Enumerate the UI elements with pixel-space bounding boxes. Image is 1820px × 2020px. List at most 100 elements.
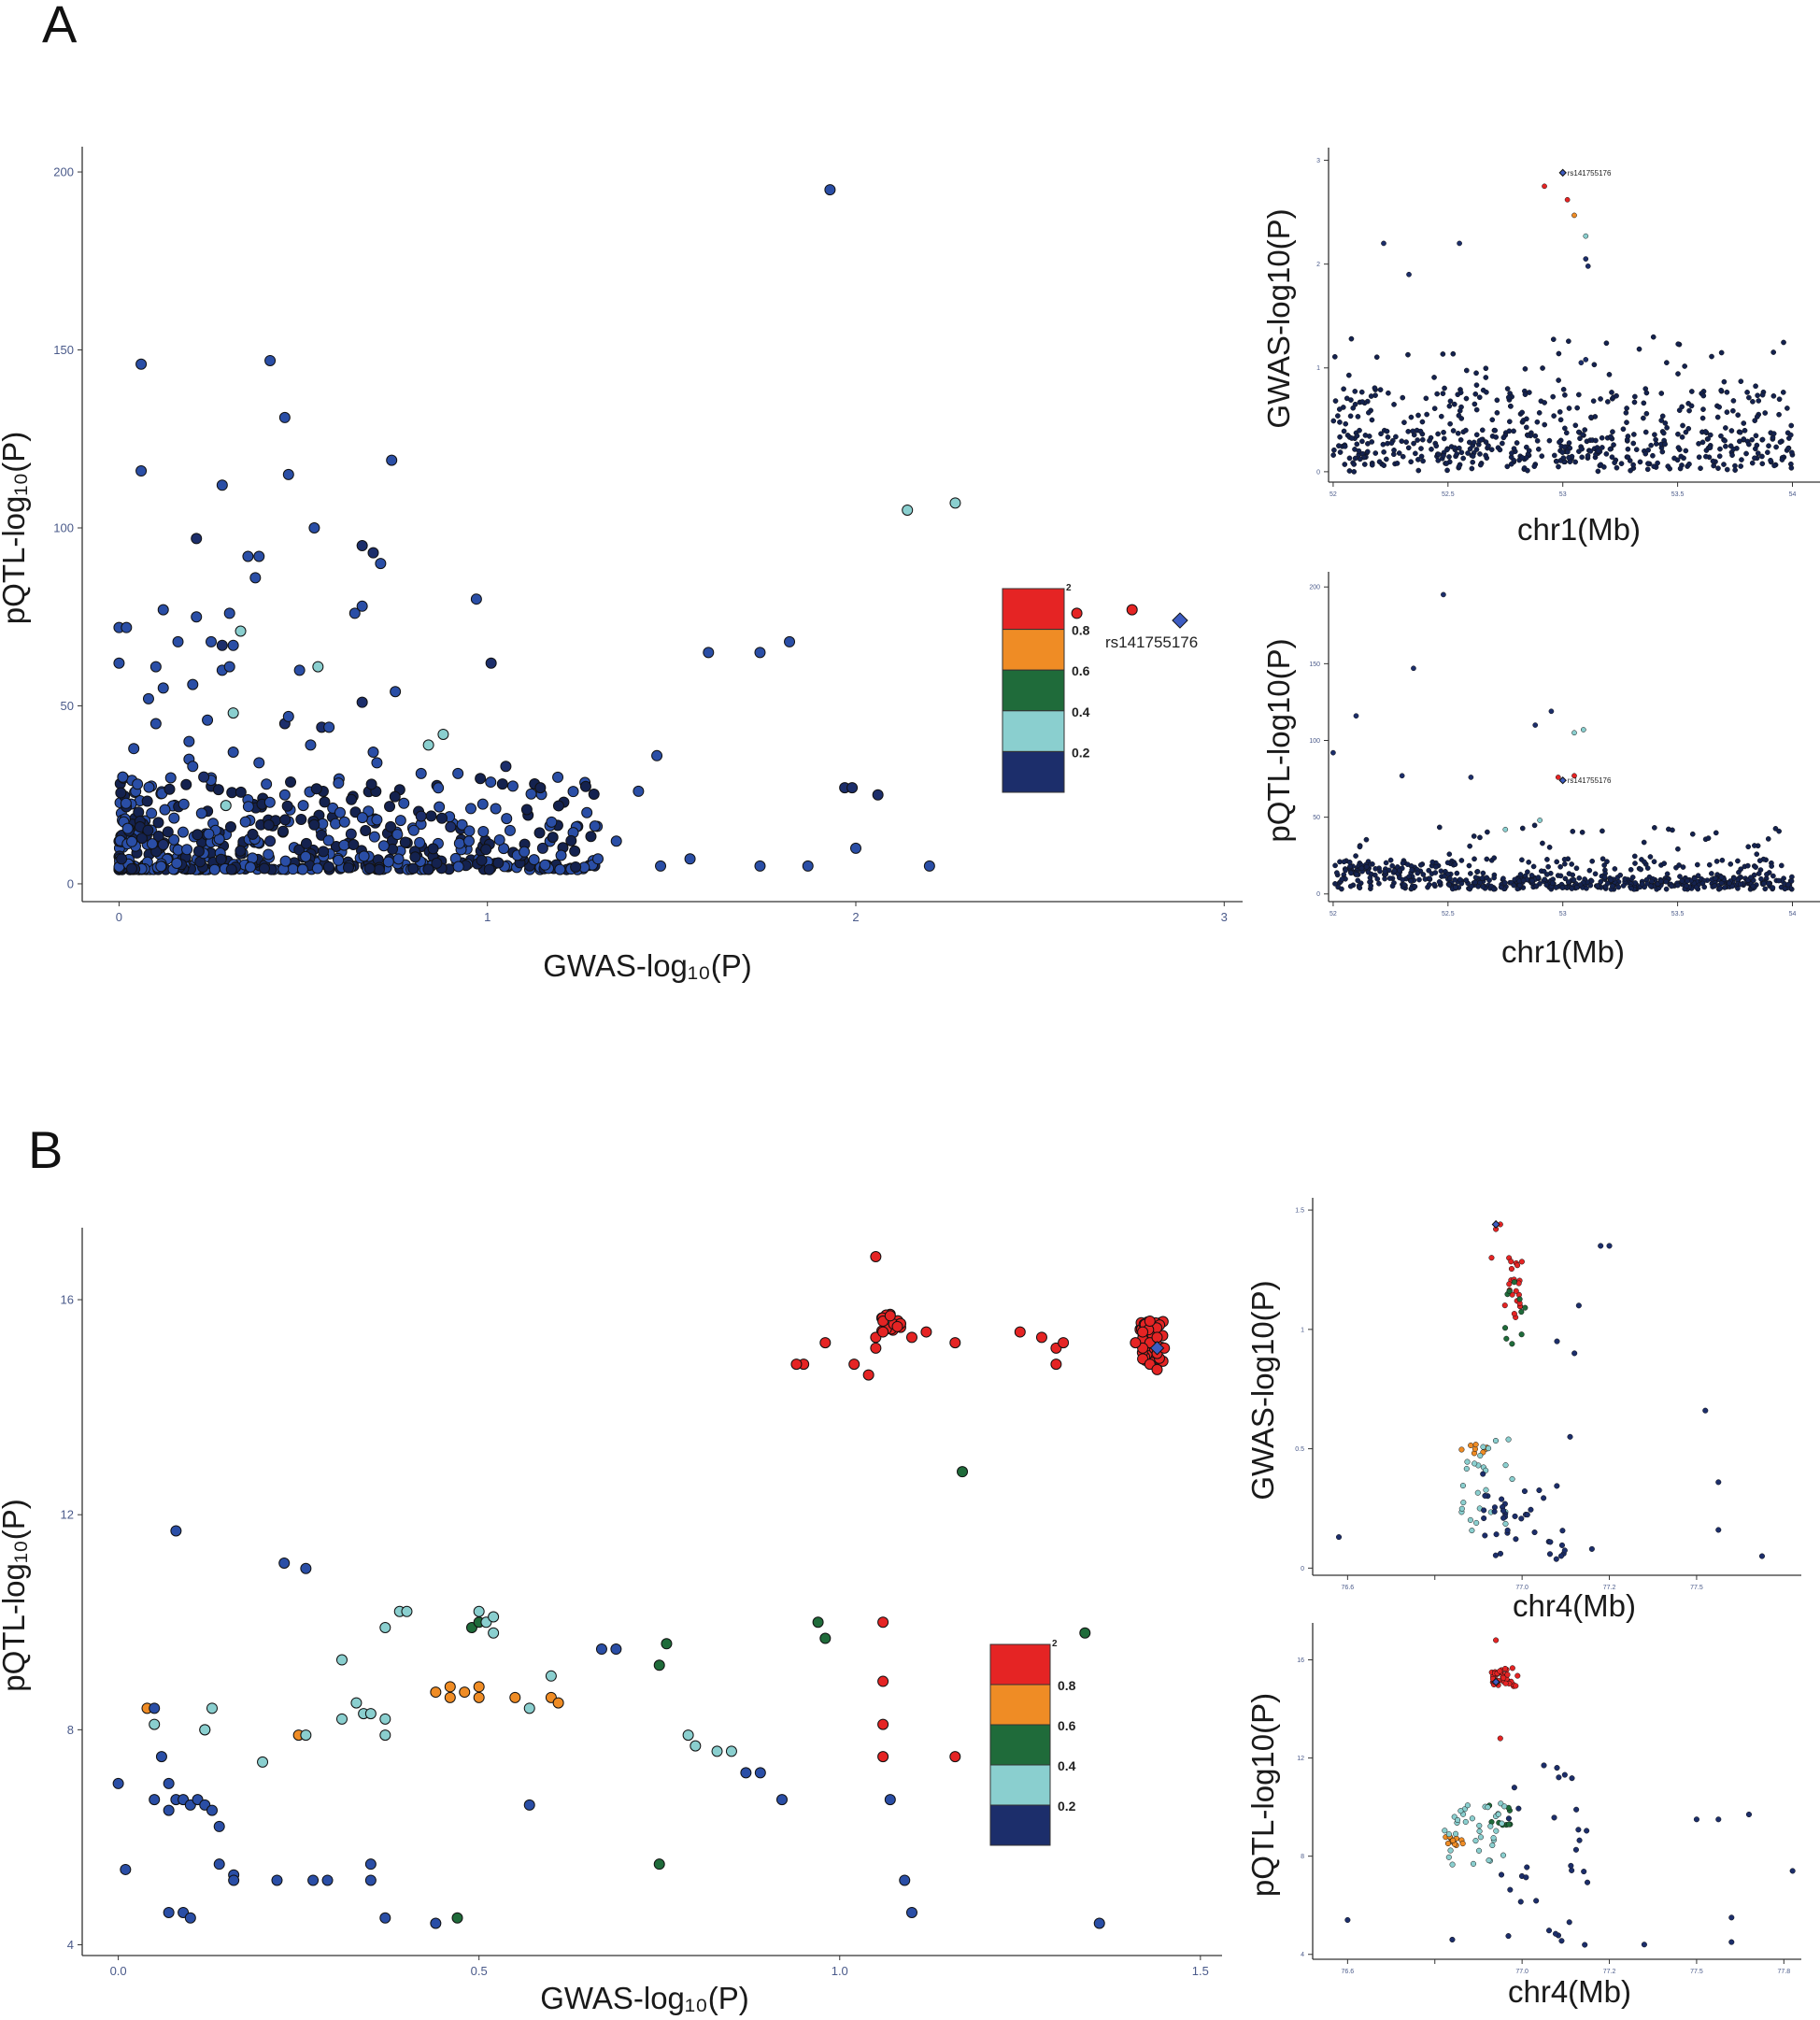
cluster-point xyxy=(1463,877,1470,883)
data-point xyxy=(415,810,427,822)
data-point xyxy=(157,682,169,694)
cluster-point xyxy=(1424,411,1429,418)
data-point xyxy=(1561,1771,1568,1778)
data-point xyxy=(1513,1287,1519,1294)
cluster-point xyxy=(1438,413,1444,420)
data-point xyxy=(1502,1520,1509,1527)
data-point xyxy=(899,1874,911,1886)
data-point xyxy=(684,853,696,865)
data-point xyxy=(1588,1545,1595,1552)
data-point xyxy=(112,1777,124,1789)
y-tick-label: 8 xyxy=(1301,1854,1304,1860)
cluster-point xyxy=(1705,835,1712,841)
cluster-point xyxy=(476,854,488,866)
y-axis-title: pQTL-log₁₀(P) xyxy=(0,432,31,624)
cluster-point xyxy=(1509,450,1514,456)
data-point xyxy=(367,547,379,559)
cluster-point xyxy=(1368,393,1374,399)
data-point xyxy=(1728,1939,1735,1945)
cluster-point xyxy=(1394,461,1401,466)
data-point xyxy=(1508,1259,1514,1265)
cluster-point xyxy=(164,772,177,784)
cluster-point xyxy=(1556,463,1561,470)
data-point xyxy=(1452,1830,1459,1837)
data-point xyxy=(775,1794,788,1806)
cluster-point xyxy=(1686,407,1692,414)
cluster-point xyxy=(1535,446,1542,452)
cluster-point xyxy=(1724,409,1730,415)
cluster-point xyxy=(1500,440,1505,447)
cluster-point xyxy=(1411,440,1416,447)
cluster-point xyxy=(1717,885,1724,891)
data-point xyxy=(1014,1326,1026,1338)
data-point xyxy=(223,661,235,673)
cluster-point xyxy=(1715,465,1721,472)
data-point xyxy=(1473,1519,1480,1526)
x-tick-label: 53.5 xyxy=(1671,491,1685,498)
cluster-point xyxy=(1631,853,1638,860)
data-point xyxy=(1509,1475,1515,1483)
cluster-point xyxy=(1662,420,1669,426)
cluster-point xyxy=(1337,449,1344,455)
cluster-point xyxy=(263,796,276,808)
cluster-point xyxy=(1631,432,1637,437)
data-point xyxy=(390,686,402,698)
cluster-point xyxy=(1785,445,1791,451)
cluster-point xyxy=(1535,875,1542,880)
data-point xyxy=(163,1906,175,1918)
cluster-point xyxy=(1415,412,1421,419)
cluster-point xyxy=(1776,396,1783,403)
cluster-point xyxy=(1426,882,1432,888)
cluster-point xyxy=(224,820,236,832)
cluster-point xyxy=(1756,858,1763,863)
cluster-point xyxy=(1387,857,1394,863)
cluster-point xyxy=(425,810,437,822)
data-point xyxy=(1506,1821,1513,1828)
data-point xyxy=(157,604,169,616)
cluster-point xyxy=(1598,396,1603,402)
cluster-point xyxy=(287,863,299,875)
cluster-point xyxy=(1650,452,1656,459)
cluster-point xyxy=(1444,467,1450,474)
data-point xyxy=(1497,1668,1503,1674)
cluster-point xyxy=(1575,391,1582,398)
cluster-point xyxy=(1541,868,1547,875)
legend-swatch xyxy=(1002,629,1065,671)
cluster-point xyxy=(281,800,293,812)
cluster-point xyxy=(1339,886,1344,892)
cluster-point xyxy=(1652,432,1657,438)
data-point xyxy=(1079,1627,1091,1639)
data-point xyxy=(452,767,464,779)
cluster-point xyxy=(539,859,551,871)
cluster-point xyxy=(1346,468,1353,474)
x-tick-label: 52.5 xyxy=(1442,911,1455,918)
cluster-point xyxy=(1694,861,1700,868)
data-point xyxy=(1641,1942,1647,1948)
data-point xyxy=(1493,1531,1500,1538)
cluster-point xyxy=(1401,420,1407,425)
cluster-point xyxy=(1590,398,1597,405)
y-axis-title: GWAS-log10(P) xyxy=(1261,208,1296,428)
cluster-point xyxy=(1441,452,1446,459)
cluster-point xyxy=(1768,457,1773,463)
cluster-point xyxy=(1386,390,1391,396)
x-tick-label: 77.8 xyxy=(1778,1969,1791,1975)
cluster-point xyxy=(319,796,331,808)
legend-swatch xyxy=(989,1764,1051,1806)
data-point xyxy=(1507,1886,1514,1893)
cluster-point xyxy=(1355,877,1361,884)
cluster-point xyxy=(1376,880,1382,887)
cluster-point xyxy=(1369,439,1375,445)
data-point xyxy=(1559,1528,1566,1534)
cluster-point xyxy=(1761,880,1767,887)
cluster-point xyxy=(1357,885,1363,891)
data-point xyxy=(149,718,162,730)
cluster-point xyxy=(1762,886,1769,892)
cluster-point xyxy=(215,853,227,865)
cluster-point xyxy=(293,844,306,856)
cluster-point xyxy=(142,824,154,836)
cluster-point xyxy=(1688,389,1695,394)
data-point xyxy=(1459,1841,1466,1847)
data-point xyxy=(1151,1363,1163,1375)
cluster-point xyxy=(1542,421,1548,428)
